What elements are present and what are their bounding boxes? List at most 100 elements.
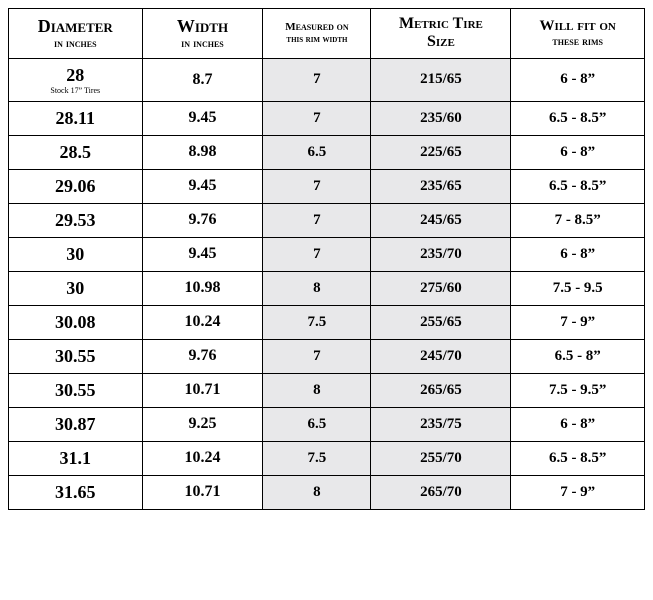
cell-value: 9.45 [188, 177, 216, 194]
table-cell: 6.5 [263, 135, 371, 169]
table-cell: 6 - 8” [511, 237, 645, 271]
column-header-sub: in inches [13, 37, 138, 51]
cell-value: 30.55 [55, 346, 96, 366]
table-cell: 9.45 [142, 237, 263, 271]
cell-value: 6 - 8” [560, 246, 595, 262]
table-cell: 7.5 [263, 441, 371, 475]
table-cell: 30.87 [9, 407, 143, 441]
table-cell: 7 - 9” [511, 475, 645, 509]
table-cell: 29.53 [9, 203, 143, 237]
cell-value: 8.98 [188, 143, 216, 160]
column-header-main: Measured on [267, 21, 366, 34]
table-cell: 6 - 8” [511, 407, 645, 441]
table-cell: 245/65 [371, 203, 511, 237]
table-row: 30 10.98 8 275/60 7.5 - 9.5 [9, 271, 645, 305]
cell-value: 215/65 [420, 71, 462, 87]
cell-value: 275/60 [420, 280, 462, 296]
column-header-main: Diameter [13, 16, 138, 37]
cell-value: 265/70 [420, 484, 462, 500]
cell-value: 10.98 [184, 279, 220, 296]
column-header: Metric TireSize [371, 9, 511, 59]
table-row: 30.559.767245/706.5 - 8” [9, 339, 645, 373]
table-cell: 30.08 [9, 305, 143, 339]
table-cell: 9.76 [142, 203, 263, 237]
table-cell: 7.5 - 9.5 [511, 271, 645, 305]
column-header-sub: this rim width [267, 34, 366, 46]
column-header: Measured onthis rim width [263, 9, 371, 59]
cell-value: 225/65 [420, 144, 462, 160]
column-header-sub: in inches [147, 37, 259, 51]
table-cell: 28 Stock 17” Tires [9, 58, 143, 101]
column-header-main: Will fit on [515, 18, 640, 35]
table-cell: 30.55 [9, 339, 143, 373]
cell-subnote: Stock 17” Tires [13, 87, 138, 95]
cell-value: 6.5 - 8.5” [549, 450, 607, 466]
table-cell: 30 [9, 271, 143, 305]
cell-value: 6.5 [308, 416, 327, 432]
table-cell: 10.98 [142, 271, 263, 305]
cell-value: 9.76 [188, 211, 216, 228]
table-row: 31.6510.71 8 265/70 7 - 9” [9, 475, 645, 509]
column-header-main: Width [147, 16, 259, 37]
column-header: Will fit onthese rims [511, 9, 645, 59]
cell-value: 7.5 - 9.5” [549, 382, 607, 398]
cell-value: 30 [66, 278, 84, 298]
table-cell: 9.25 [142, 407, 263, 441]
table-row: 309.457235/706 - 8” [9, 237, 645, 271]
cell-value: 30 [66, 244, 84, 264]
cell-value: 10.24 [184, 449, 220, 466]
cell-value: 8 [313, 484, 321, 500]
table-cell: 31.1 [9, 441, 143, 475]
table-row: 30.5510.718265/657.5 - 9.5” [9, 373, 645, 407]
tire-size-table: Diameterin inchesWidthin inchesMeasured … [8, 8, 645, 510]
table-cell: 7.5 [263, 305, 371, 339]
table-cell: 6 - 8” [511, 135, 645, 169]
column-header-sub: Size [375, 33, 506, 51]
table-cell: 6 - 8” [511, 58, 645, 101]
column-header-main: Metric Tire [375, 15, 506, 33]
table-cell: 215/65 [371, 58, 511, 101]
cell-value: 28.5 [60, 142, 92, 162]
table-cell: 8 [263, 271, 371, 305]
cell-value: 7 - 9” [560, 314, 595, 330]
table-header: Diameterin inchesWidthin inchesMeasured … [9, 9, 645, 59]
cell-value: 8 [313, 382, 321, 398]
cell-value: 7 - 9” [560, 484, 595, 500]
cell-value: 265/65 [420, 382, 462, 398]
cell-value: 6 - 8” [560, 71, 595, 87]
column-header: Diameterin inches [9, 9, 143, 59]
table-cell: 275/60 [371, 271, 511, 305]
table-cell: 31.65 [9, 475, 143, 509]
table-cell: 245/70 [371, 339, 511, 373]
cell-value: 30.87 [55, 414, 96, 434]
table-cell: 235/75 [371, 407, 511, 441]
cell-value: 6.5 - 8.5” [549, 110, 607, 126]
table-cell: 8.7 [142, 58, 263, 101]
table-cell: 9.76 [142, 339, 263, 373]
column-header-sub: these rims [515, 35, 640, 49]
table-cell: 10.71 [142, 475, 263, 509]
table-cell: 7.5 - 9.5” [511, 373, 645, 407]
table-cell: 9.45 [142, 101, 263, 135]
cell-value: 6 - 8” [560, 416, 595, 432]
table-cell: 265/70 [371, 475, 511, 509]
cell-value: 7 - 8.5” [555, 212, 601, 228]
table-cell: 6.5 [263, 407, 371, 441]
cell-value: 10.24 [184, 313, 220, 330]
cell-value: 29.06 [55, 176, 96, 196]
table-row: 30.87 9.25 6.5 235/75 6 - 8” [9, 407, 645, 441]
table-row: 28.119.457235/606.5 - 8.5” [9, 101, 645, 135]
cell-value: 235/60 [420, 110, 462, 126]
cell-value: 235/65 [420, 178, 462, 194]
table-cell: 10.24 [142, 441, 263, 475]
table-cell: 225/65 [371, 135, 511, 169]
table-cell: 235/65 [371, 169, 511, 203]
cell-value: 8 [313, 280, 321, 296]
table-cell: 29.06 [9, 169, 143, 203]
cell-value: 28 [66, 65, 84, 85]
table-row: 28.5 8.98 6.5 225/65 6 - 8” [9, 135, 645, 169]
cell-value: 8.7 [192, 71, 212, 88]
cell-value: 235/75 [420, 416, 462, 432]
table-cell: 235/60 [371, 101, 511, 135]
table-cell: 235/70 [371, 237, 511, 271]
